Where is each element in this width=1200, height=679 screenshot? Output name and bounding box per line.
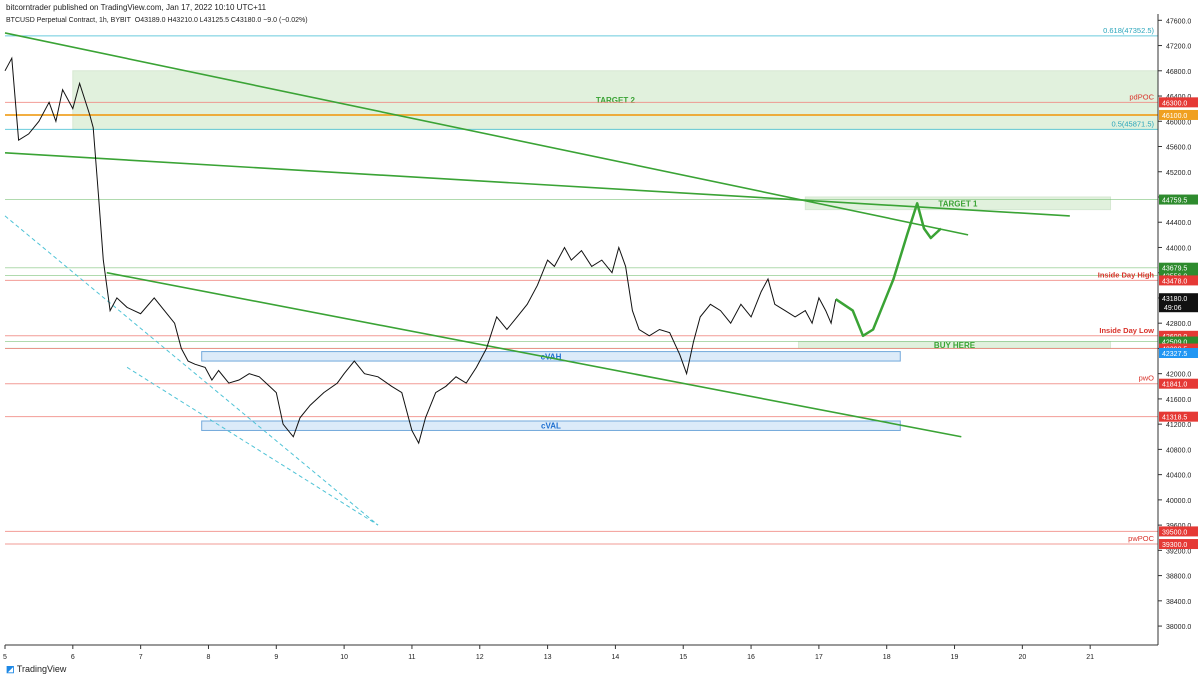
badge-bg-5 [1159, 262, 1198, 273]
badge-bg-7 [1159, 275, 1198, 286]
y-tick-label-20: 46000.0 [1166, 119, 1191, 126]
zone-label-0: TARGET 2 [596, 96, 636, 105]
x-tick-label-9: 14 [612, 654, 620, 661]
zone-label-4: cVAL [541, 422, 561, 431]
x-tick-label-12: 17 [815, 654, 823, 661]
x-tick-label-7: 12 [476, 654, 484, 661]
trendlines-layer [4, 32, 1070, 526]
x-tick-label-1: 6 [71, 654, 75, 661]
x-tick-label-4: 9 [274, 654, 278, 661]
badge-text-9: 42509.0 [1162, 340, 1187, 347]
price-line [4, 56, 837, 445]
ohlc-readout: O43189.0 H43210.0 L43125.5 C43180.0 −9.0… [134, 17, 308, 24]
trendline-1 [4, 152, 1070, 217]
trendline-0 [4, 32, 969, 236]
badge-text-16: 39300.0 [1162, 542, 1187, 549]
y-tick-label-18: 45200.0 [1166, 170, 1191, 177]
badge-text-13: 41841.0 [1162, 382, 1187, 389]
y-tick-label-5: 40000.0 [1166, 498, 1191, 505]
symbol-name: BTCUSD Perpetual Contract, 1h, BYBIT [6, 17, 131, 24]
trendline-2 [106, 271, 962, 438]
levels-layer: 0.618(47352.5) pdPOC 0.5(45871.5) Inside Da… [5, 26, 1158, 545]
badge-bg-1 [1159, 97, 1198, 108]
badge-text-15: 39500.0 [1162, 529, 1187, 536]
last-price-countdown: 49:06 [1164, 305, 1182, 312]
y-tick-label-3: 39200.0 [1166, 548, 1191, 555]
x-tick-label-14: 19 [951, 654, 959, 661]
price-layer [4, 56, 837, 445]
x-tick-label-16: 21 [1086, 654, 1094, 661]
y-axis: 38000.038400.038800.039200.039600.040000… [1157, 14, 1191, 645]
trendline-4 [126, 366, 379, 526]
zone-label-2: BUY HERE [934, 341, 976, 350]
badge-bg-13 [1159, 378, 1198, 389]
badge-bg-2 [1159, 109, 1198, 120]
price-badges: 46300.046100.044759.543679.543556.043478… [1159, 97, 1198, 550]
badge-text-4: 44759.5 [1162, 198, 1187, 205]
y-tick-label-22: 46800.0 [1166, 69, 1191, 76]
badge-bg-15 [1159, 526, 1198, 537]
y-tick-label-16: 44400.0 [1166, 220, 1191, 227]
x-axis: 5 6 7 8 9 10 11 12 13 14 15 16 17 18 19 20 21 [3, 644, 1158, 661]
badge-bg-14 [1159, 411, 1198, 422]
level-label-13: pwO [1139, 374, 1155, 383]
x-tick-label-2: 7 [139, 654, 143, 661]
zone-label-1: TARGET 1 [938, 199, 978, 208]
projection-layer [835, 202, 942, 338]
level-label-16: pwPOC [1128, 534, 1154, 543]
x-tick-label-6: 11 [408, 654, 415, 661]
badge-text-5: 43679.5 [1162, 266, 1187, 273]
y-tick-label-23: 47200.0 [1166, 44, 1191, 51]
badge-bg-8 [1159, 330, 1198, 341]
x-tick-label-8: 13 [544, 654, 552, 661]
badge-text-1: 46300.0 [1162, 100, 1187, 107]
x-tick-label-5: 10 [340, 654, 348, 661]
tv-mark-icon: ◩ [6, 664, 15, 674]
badge-text-12: 42327.5 [1162, 351, 1187, 358]
level-label-1: pdPOC [1129, 92, 1154, 101]
x-tick-label-10: 15 [679, 654, 687, 661]
x-tick-label-15: 20 [1018, 654, 1026, 661]
tradingview-logo: ◩ TradingView [6, 664, 66, 675]
last-price-bg [1159, 293, 1198, 313]
badge-bg-12 [1159, 348, 1198, 359]
zone-3 [201, 351, 901, 362]
badge-bg-9 [1159, 336, 1198, 347]
y-tick-label-1: 38400.0 [1166, 599, 1191, 606]
trendline-3 [4, 215, 379, 526]
level-label-7: Inside Day High [1098, 270, 1155, 279]
brand-label: TradingView [16, 664, 67, 674]
badge-text-7: 43478.0 [1162, 278, 1187, 285]
y-tick-label-2: 38800.0 [1166, 574, 1191, 581]
publisher-line: bitcorntrader published on TradingView.c… [6, 3, 267, 12]
y-tick-label-12: 42800.0 [1166, 321, 1191, 328]
symbol-title: BTCUSD Perpetual Contract, 1h, BYBIT O43… [6, 17, 308, 24]
y-tick-label-9: 41600.0 [1166, 397, 1191, 404]
last-price-value: 43180.0 [1162, 296, 1187, 303]
level-label-8: Inside Day Low [1099, 326, 1154, 335]
y-tick-label-10: 42000.0 [1166, 372, 1191, 379]
x-tick-label-11: 16 [747, 654, 755, 661]
y-tick-label-0: 38000.0 [1166, 624, 1191, 631]
x-tick-label-13: 18 [883, 654, 891, 661]
level-label-3: 0.5(45871.5) [1111, 119, 1154, 128]
badge-text-14: 41318.5 [1162, 415, 1187, 422]
x-tick-label-3: 8 [207, 654, 211, 661]
y-tick-label-19: 45600.0 [1166, 145, 1191, 152]
badge-bg-16 [1159, 539, 1198, 550]
y-tick-label-8: 41200.0 [1166, 422, 1191, 429]
badge-text-2: 46100.0 [1162, 113, 1187, 120]
zones-layer: TARGET 2 TARGET 1 BUY HERE cVAH cVAL [72, 70, 1159, 431]
y-tick-label-24: 47600.0 [1166, 18, 1191, 25]
zone-label-3: cVAH [541, 352, 562, 361]
level-label-0: 0.618(47352.5) [1103, 26, 1154, 35]
y-tick-label-7: 40800.0 [1166, 447, 1191, 454]
y-tick-label-6: 40400.0 [1166, 473, 1191, 480]
y-tick-label-15: 44000.0 [1166, 245, 1191, 252]
projection-path [835, 202, 942, 338]
x-tick-label-0: 5 [3, 654, 7, 661]
badge-bg-4 [1159, 194, 1198, 205]
